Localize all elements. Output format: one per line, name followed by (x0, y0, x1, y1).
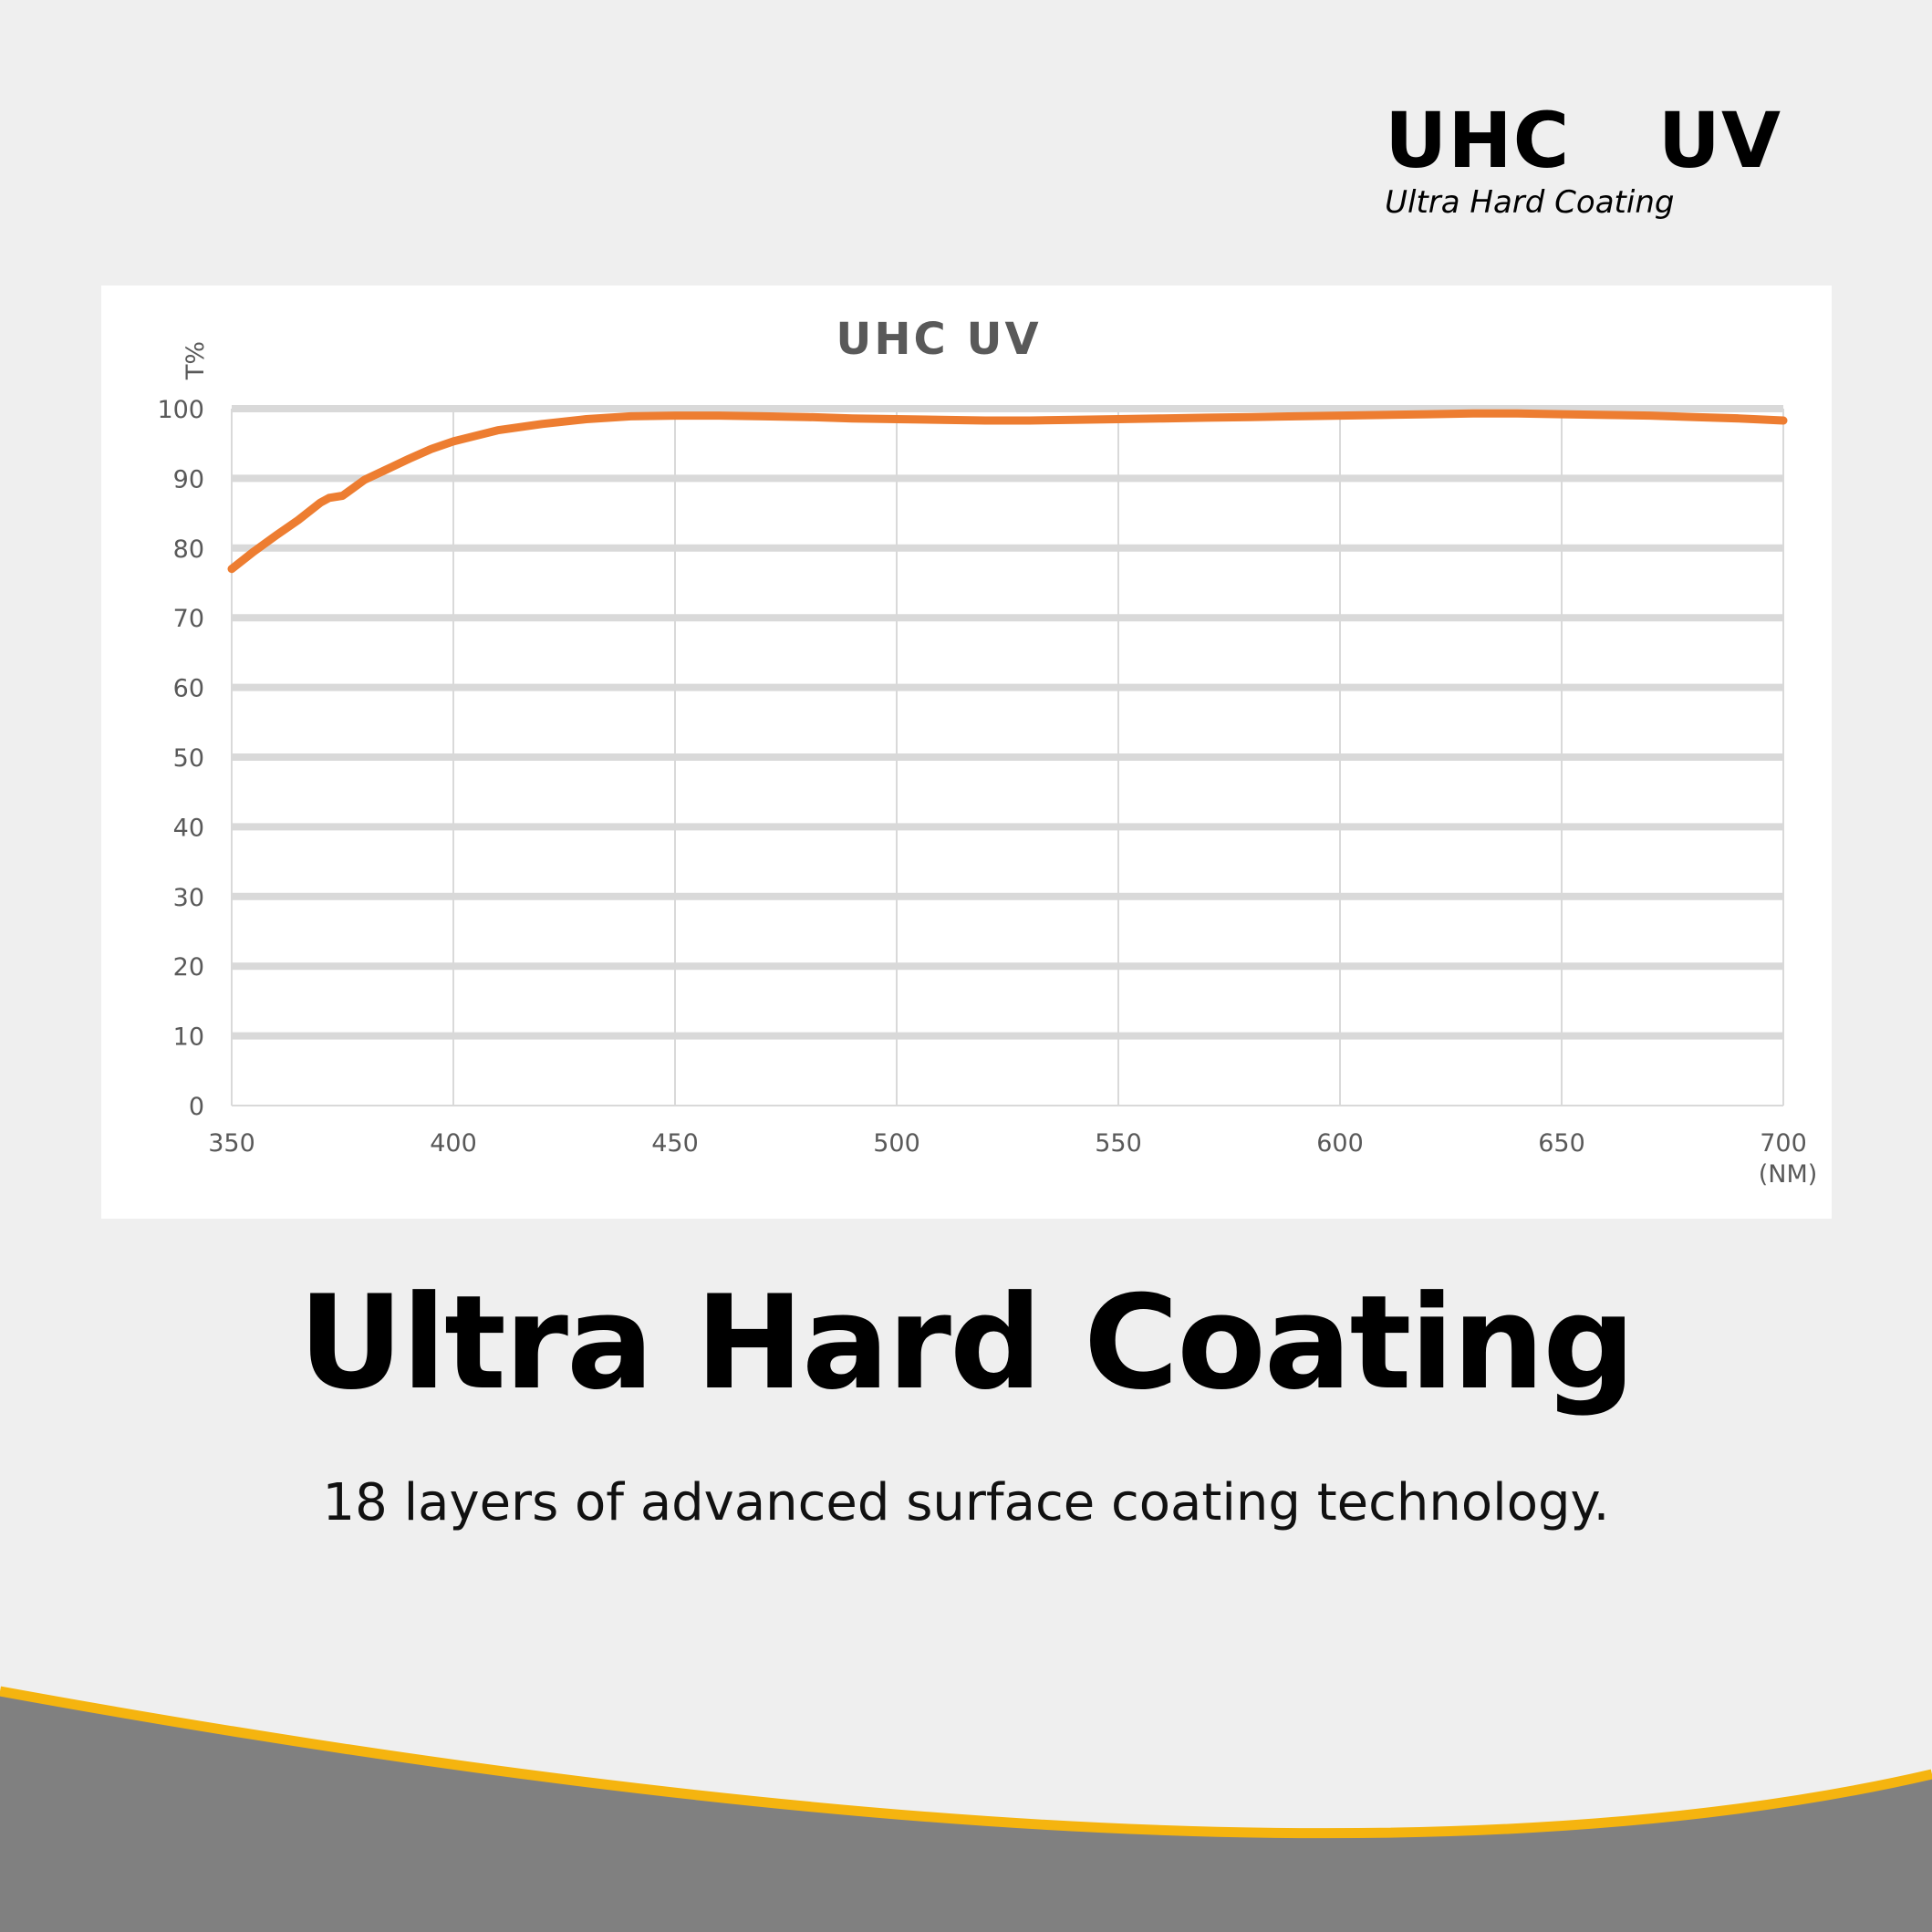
y-tick-label: 80 (173, 535, 204, 564)
x-tick-label: 400 (430, 1129, 477, 1158)
chart-card: 350 400 450 500 550 600 650 700 0 10 20 30 40 50 60 70 8… (101, 286, 1832, 1219)
page-subheading: 18 layers of advanced surface coating te… (322, 1473, 1610, 1532)
x-tick-label: 500 (873, 1129, 920, 1158)
x-tick-label: 650 (1538, 1129, 1585, 1158)
y-tick-label: 70 (173, 605, 204, 633)
x-tick-label: 350 (208, 1129, 255, 1158)
y-axis-label: T% (182, 341, 210, 380)
wave-edge (0, 1686, 1932, 1839)
y-tick-label: 60 (173, 675, 204, 703)
chart-title: UHC UV (836, 314, 1041, 365)
y-tick-label: 0 (189, 1093, 204, 1121)
transmission-chart: 350 400 450 500 550 600 650 700 0 10 20 30 40 50 60 70 8… (157, 314, 1818, 1189)
brand-logo: UHC UV Ultra Hard Coating (1385, 102, 1781, 221)
y-tick-label: 50 (173, 744, 204, 773)
x-tick-label: 600 (1316, 1129, 1364, 1158)
y-tick-label: 30 (173, 884, 204, 912)
x-tick-label: 700 (1760, 1129, 1807, 1158)
transmission-line (227, 409, 1788, 574)
x-tick-label: 550 (1095, 1129, 1142, 1158)
page-heading: Ultra Hard Coating (298, 1268, 1636, 1418)
y-tick-label: 20 (173, 953, 204, 982)
y-tick-label: 10 (173, 1023, 204, 1052)
y-tick-label: 90 (173, 465, 204, 493)
logo-title: UHC UV (1385, 96, 1781, 185)
y-tick-label: 100 (157, 396, 204, 424)
x-axis-label: (NM) (1759, 1160, 1818, 1189)
wave-fill (0, 1691, 1932, 1932)
logo-subtitle: Ultra Hard Coating (1385, 184, 1675, 221)
x-tick-label: 450 (651, 1129, 699, 1158)
y-tick-label: 40 (173, 814, 204, 842)
